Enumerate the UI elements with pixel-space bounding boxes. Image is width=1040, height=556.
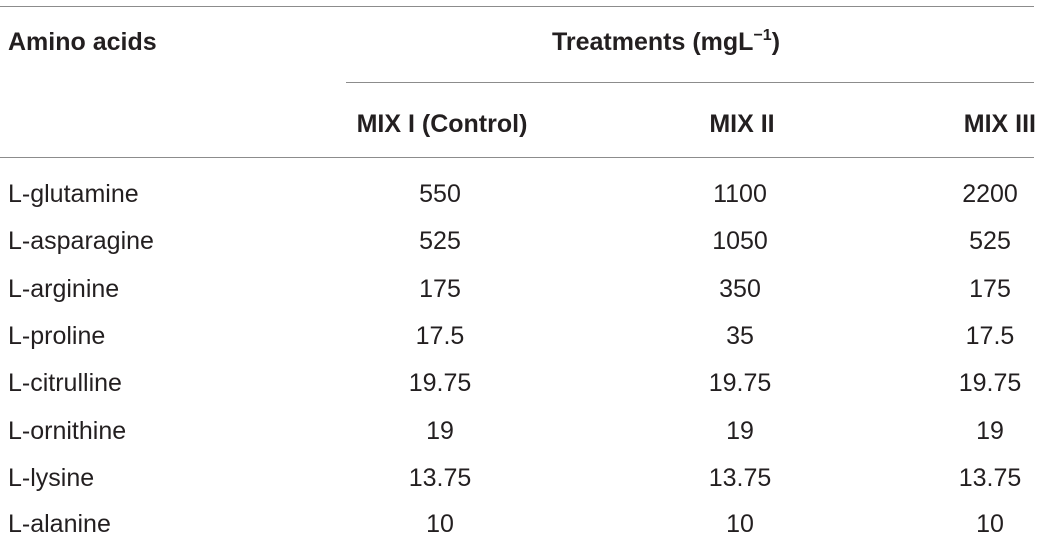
column-header-mix-ii: MIX II — [709, 110, 775, 138]
amino-acid-name: L-asparagine — [8, 227, 154, 255]
treatments-label: Treatments (mgL — [552, 28, 754, 56]
cell-mix-i: 19 — [426, 417, 454, 445]
header-treatments: Treatments (mgL−1) — [552, 27, 780, 57]
cell-mix-iii: 10 — [976, 510, 1004, 538]
table-row: L-glutamine 550 1100 2200 — [0, 179, 1040, 226]
treatments-underline — [346, 82, 1034, 83]
table-top-rule — [0, 6, 1034, 7]
amino-acid-name: L-proline — [8, 322, 106, 350]
cell-mix-iii: 17.5 — [965, 322, 1015, 350]
treatments-suffix: ) — [771, 28, 781, 56]
cell-mix-iii: 19.75 — [958, 369, 1022, 397]
header-bottom-rule — [0, 157, 1034, 158]
cell-mix-ii: 19.75 — [708, 369, 772, 397]
table-row: L-citrulline 19.75 19.75 19.75 — [0, 368, 1040, 415]
cell-mix-i: 525 — [419, 227, 461, 255]
amino-acid-name: L-glutamine — [8, 180, 139, 208]
cell-mix-i: 550 — [419, 180, 461, 208]
table-row: L-asparagine 525 1050 525 — [0, 226, 1040, 273]
amino-acid-name: L-lysine — [8, 464, 95, 492]
column-header-mix-iii: MIX III — [963, 110, 1036, 138]
treatments-exponent: −1 — [753, 27, 772, 44]
table-row: L-ornithine 19 19 19 — [0, 416, 1040, 463]
cell-mix-ii: 35 — [726, 322, 754, 350]
cell-mix-i: 19.75 — [408, 369, 472, 397]
cell-mix-iii: 175 — [969, 275, 1011, 303]
amino-acid-name: L-arginine — [8, 275, 120, 303]
cell-mix-ii: 350 — [719, 275, 761, 303]
cell-mix-ii: 19 — [726, 417, 754, 445]
cell-mix-ii: 1050 — [712, 227, 768, 255]
cell-mix-iii: 2200 — [962, 180, 1018, 208]
cell-mix-i: 13.75 — [408, 464, 472, 492]
column-header-mix-i: MIX I (Control) — [356, 110, 528, 138]
cell-mix-ii: 1100 — [713, 180, 767, 208]
amino-acid-name: L-ornithine — [8, 417, 127, 445]
cell-mix-i: 17.5 — [415, 322, 465, 350]
cell-mix-iii: 525 — [969, 227, 1011, 255]
table-row: L-lysine 13.75 13.75 13.75 — [0, 463, 1040, 510]
cell-mix-i: 10 — [426, 510, 454, 538]
cell-mix-ii: 10 — [726, 510, 754, 538]
cell-mix-iii: 19 — [976, 417, 1004, 445]
header-amino-acids: Amino acids — [8, 28, 157, 56]
amino-acid-name: L-alanine — [8, 510, 111, 538]
table-row: L-proline 17.5 35 17.5 — [0, 321, 1040, 368]
table-row: L-arginine 175 350 175 — [0, 274, 1040, 321]
table-row: L-alanine 10 10 10 — [0, 509, 1040, 556]
cell-mix-ii: 13.75 — [708, 464, 772, 492]
amino-acid-name: L-citrulline — [8, 369, 122, 397]
cell-mix-iii: 13.75 — [958, 464, 1022, 492]
cell-mix-i: 175 — [419, 275, 461, 303]
